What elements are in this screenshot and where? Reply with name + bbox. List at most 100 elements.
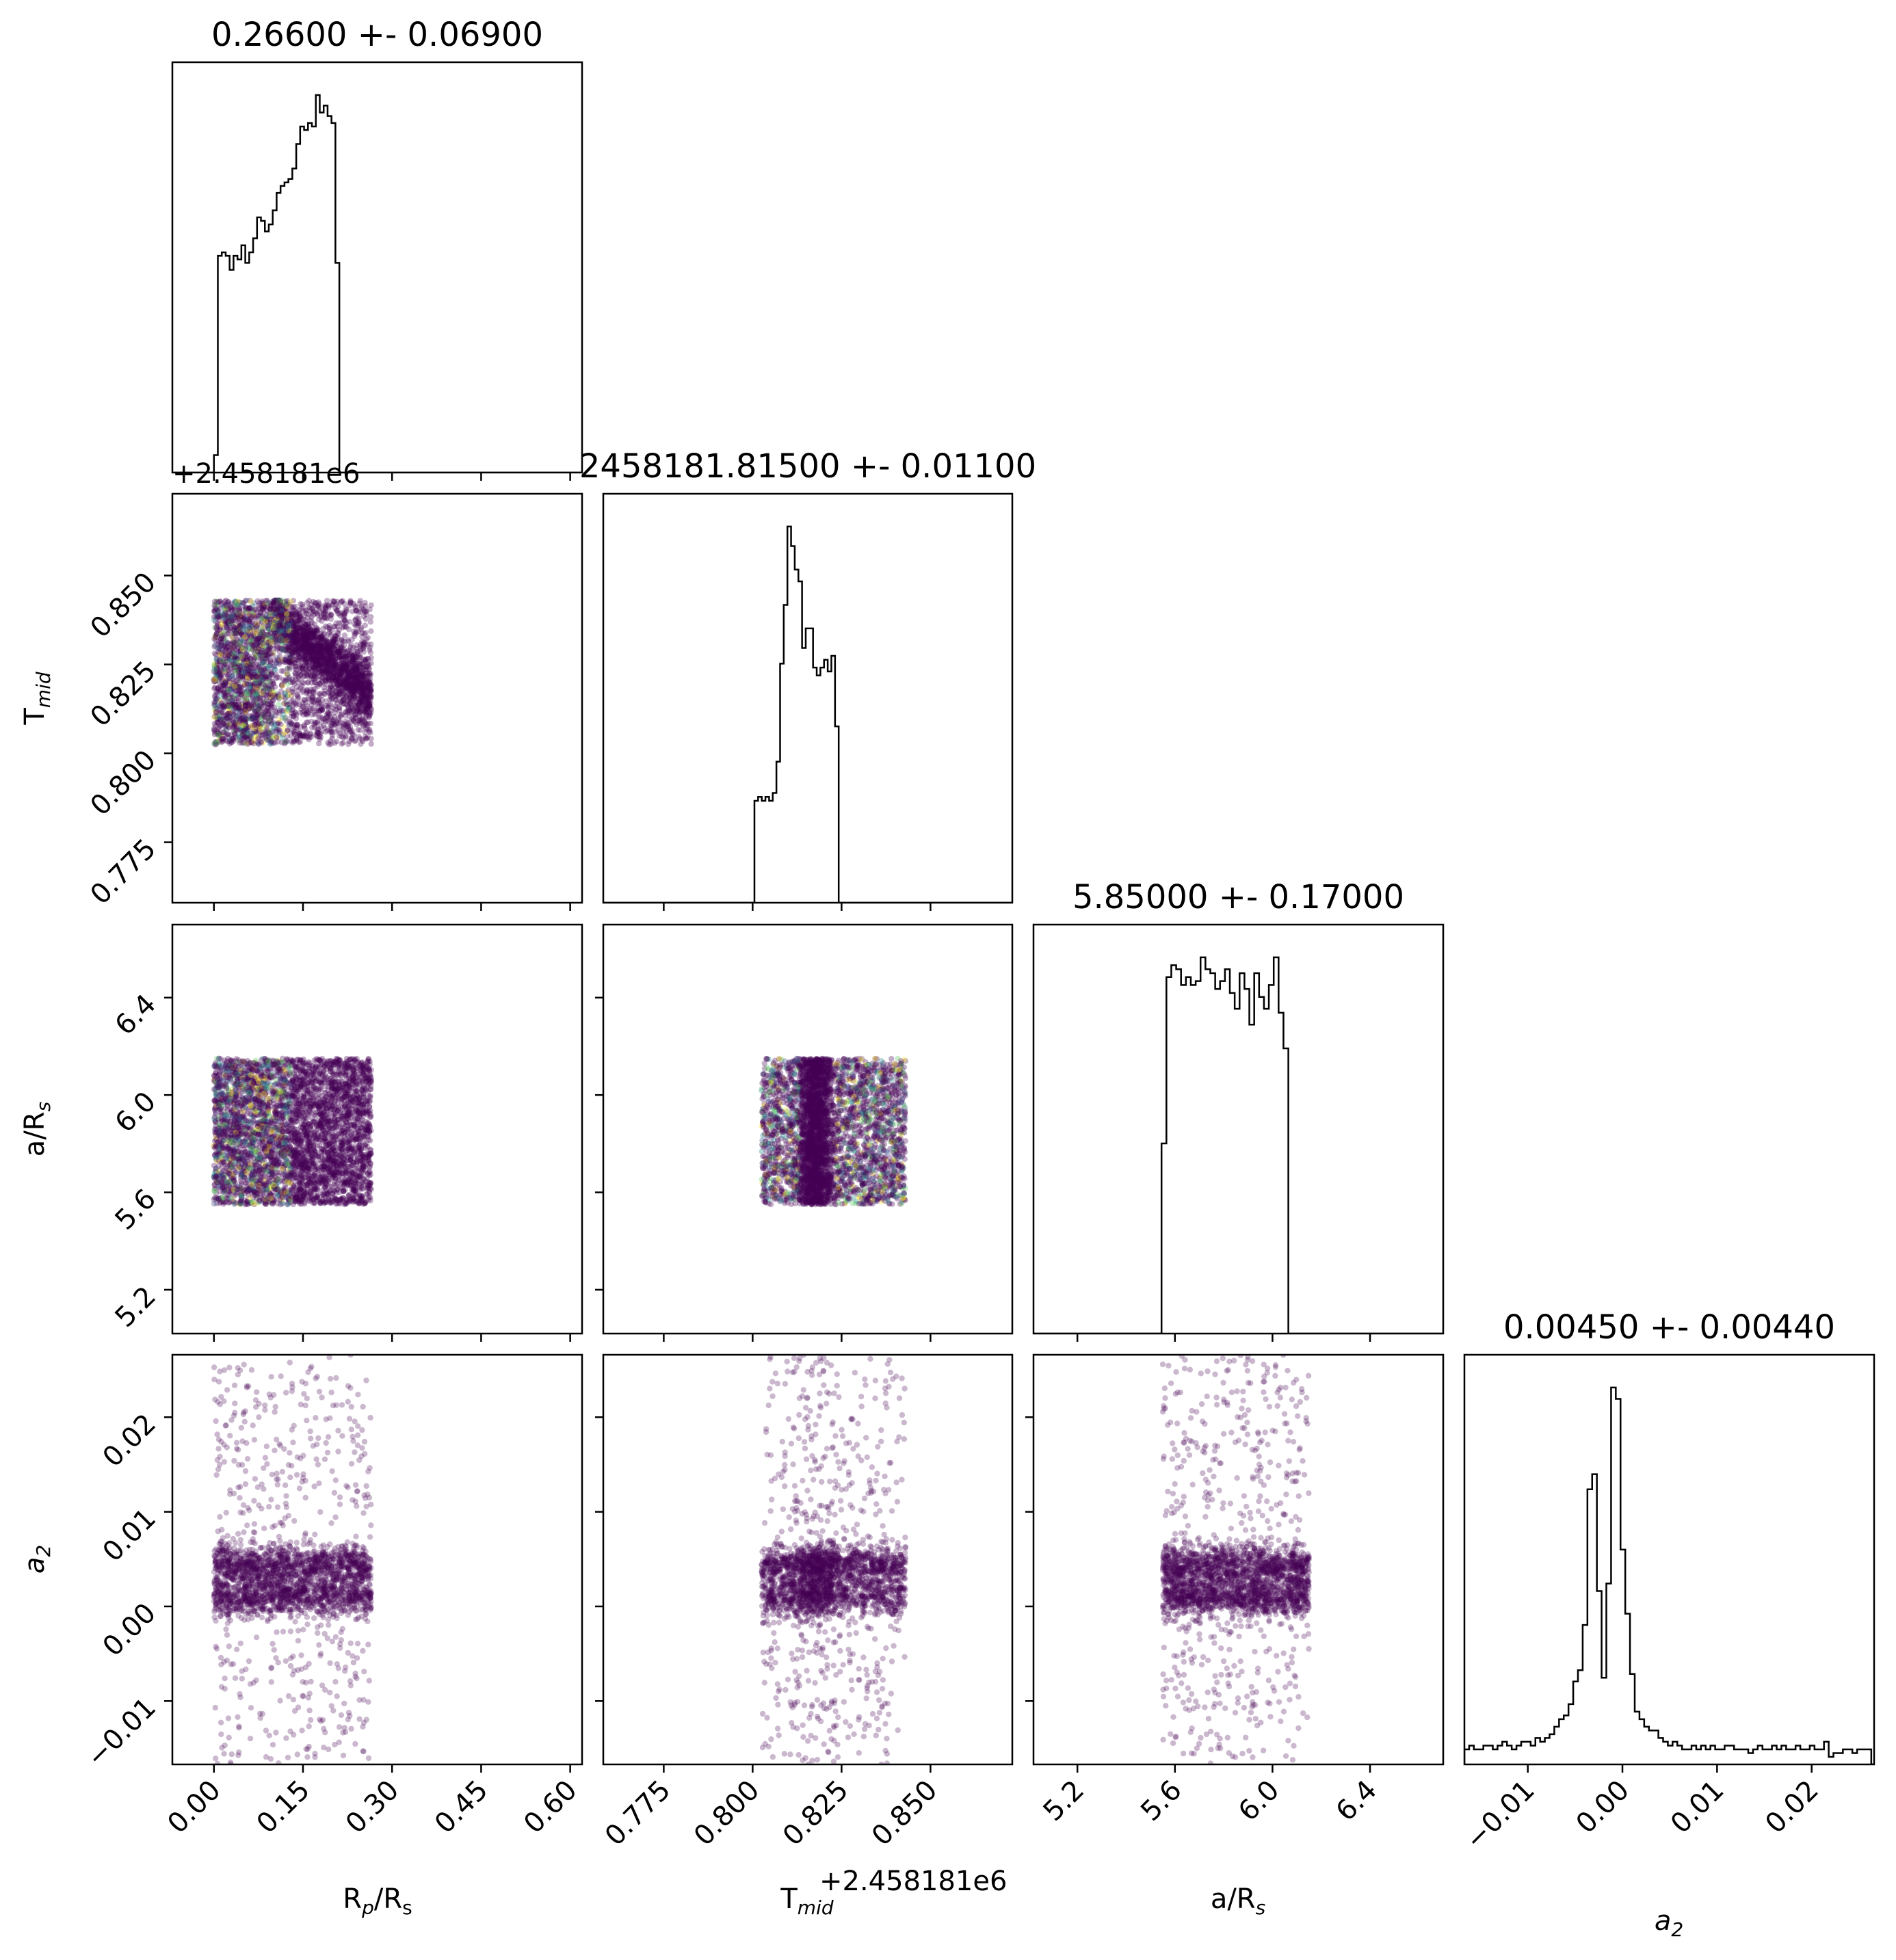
scatter-point [363, 726, 369, 732]
scatter-point [304, 705, 310, 712]
scatter-point [313, 697, 320, 703]
scatter-point [245, 631, 251, 637]
scatter-point [335, 646, 341, 652]
scatter-point [298, 646, 304, 652]
scatter-point [317, 648, 323, 654]
scatter-point [358, 603, 365, 609]
scatter-point [250, 633, 257, 639]
scatter-point [340, 687, 346, 693]
scatter-point [301, 734, 307, 741]
scatter-point [211, 598, 218, 605]
scatter-point [244, 659, 250, 665]
scatter-point [344, 680, 350, 687]
scatter-point [235, 680, 241, 686]
scatter-point [315, 730, 321, 737]
title-a2: 0.00450 +- 0.00440 [1503, 1308, 1835, 1347]
scatter-point [347, 729, 354, 735]
scatter-point [250, 669, 257, 676]
scatter-point [237, 614, 243, 620]
scatter-point [306, 631, 313, 637]
scatter-point [291, 639, 298, 646]
scatter-point [352, 673, 358, 680]
scatter-point [238, 637, 244, 643]
scatter-point [349, 679, 356, 685]
scatter-point [350, 675, 356, 681]
scatter-point [353, 667, 359, 674]
scatter-point [263, 729, 269, 735]
scatter-point [271, 633, 278, 639]
scatter-point [321, 640, 328, 646]
scatter-point [343, 678, 350, 685]
scatter-point [317, 713, 323, 719]
scatter-point [265, 646, 272, 652]
scatter-point [254, 639, 260, 646]
scatter-point [295, 617, 301, 623]
scatter-point [282, 619, 289, 626]
scatter-point [326, 657, 333, 663]
scatter-point [218, 632, 225, 638]
scatter-point [287, 659, 293, 665]
scatter-point [233, 611, 239, 617]
scatter-point [281, 634, 287, 640]
scatter-point [306, 734, 313, 740]
scatter-point [256, 670, 263, 676]
scatter-point [339, 667, 345, 673]
scatter-point [261, 688, 267, 695]
scatter-point [360, 680, 367, 687]
scatter-point [243, 697, 250, 704]
scatter-point [304, 703, 311, 709]
scatter-point [274, 657, 280, 663]
scatter-point [296, 637, 302, 644]
scatter-point [312, 649, 318, 656]
scatter-point [295, 634, 301, 640]
scatter-point [250, 697, 256, 703]
scatter-point [267, 606, 274, 612]
scatter-point [272, 622, 278, 628]
scatter-point [300, 624, 306, 630]
scatter-point [293, 721, 300, 728]
scatter-point [332, 634, 338, 641]
scatter-point [362, 687, 368, 693]
scatter-point [252, 722, 258, 729]
scatter-point [260, 695, 267, 701]
scatter-point [264, 659, 270, 665]
scatter-point [218, 650, 225, 657]
scatter-point [233, 727, 239, 734]
scatter-point [329, 696, 336, 702]
scatter-point [266, 690, 272, 696]
scatter-point [346, 626, 352, 633]
scatter-point [328, 632, 334, 639]
scatter-point [298, 624, 305, 630]
scatter-point [360, 663, 367, 670]
scatter-point [330, 644, 337, 650]
scatter-point [222, 716, 228, 722]
scatter-point [238, 727, 244, 733]
scatter-point [351, 656, 357, 663]
scatter-point [294, 624, 300, 631]
scatter-point [308, 635, 314, 641]
scatter-point [237, 662, 243, 668]
scatter-point [247, 663, 253, 670]
scatter-point [325, 645, 331, 652]
scatter-point [216, 612, 223, 618]
scatter-point [276, 597, 282, 604]
scatter-point [288, 720, 294, 727]
scatter-point [310, 632, 316, 638]
scatter-point [257, 685, 263, 691]
scatter-point [350, 685, 356, 691]
scatter-point [282, 607, 288, 613]
scatter-point [235, 726, 241, 732]
scatter-point [332, 646, 338, 652]
scatter-point [292, 673, 299, 679]
scatter-point [246, 670, 253, 676]
scatter-point [237, 613, 243, 620]
scatter-point [215, 622, 222, 628]
scatter-point [242, 635, 249, 641]
scatter-point [284, 618, 291, 625]
scatter-point [317, 648, 324, 654]
scatter-point [234, 719, 240, 726]
scatter-point [271, 597, 277, 604]
scatter-point [277, 629, 284, 635]
scatter-point [313, 634, 319, 640]
scatter-point [318, 662, 324, 669]
